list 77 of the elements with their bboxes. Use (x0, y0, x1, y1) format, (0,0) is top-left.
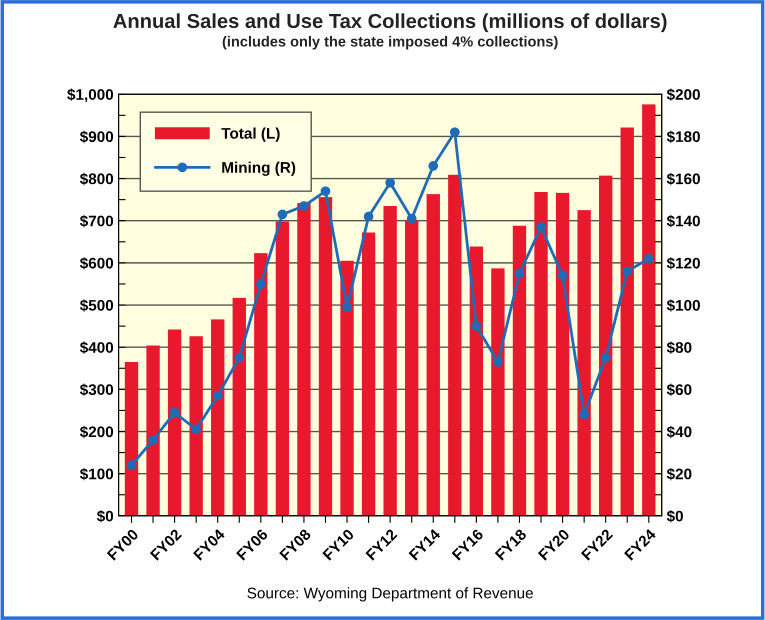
point (514, 268, 524, 278)
y2-tick-label: $180 (666, 130, 700, 144)
y-tick-label: $900 (80, 130, 114, 144)
y2-tick-label: $0 (666, 510, 683, 523)
point (600, 352, 611, 363)
bar (620, 128, 634, 516)
point (256, 279, 266, 289)
point (406, 214, 417, 224)
point (126, 460, 136, 470)
chart-subtitle: (includes only the state imposed 4% collections) (222, 36, 558, 50)
point (191, 424, 202, 434)
point (579, 410, 589, 420)
bar (405, 220, 418, 516)
point (644, 254, 654, 264)
bar (383, 206, 397, 516)
point (493, 357, 503, 367)
point (364, 212, 374, 222)
bar (297, 203, 311, 516)
bar (599, 176, 612, 516)
point (212, 390, 223, 401)
bar (168, 329, 182, 516)
y-tick-label: $700 (80, 214, 114, 228)
bar (232, 298, 246, 516)
bar (556, 192, 570, 516)
y2-tick-label: $60 (666, 384, 692, 396)
y-tick-label: $100 (80, 468, 114, 480)
bar (642, 104, 656, 516)
y-tick-label: $300 (80, 384, 114, 396)
bar (254, 253, 268, 516)
y2-tick-label: $20 (666, 468, 692, 480)
bar (470, 246, 484, 516)
point (622, 266, 632, 276)
y2-tick-label: $120 (666, 257, 700, 270)
y-tick-label: $800 (80, 172, 114, 186)
point (299, 201, 309, 211)
bar (124, 362, 138, 516)
y2-tick-label: $80 (666, 341, 692, 354)
point (450, 127, 460, 138)
point (342, 302, 352, 312)
point (278, 210, 288, 220)
source-note: Source: Wyoming Department of Revenue (247, 587, 533, 602)
bar (211, 319, 224, 516)
bar (491, 268, 505, 516)
point (234, 352, 244, 363)
legend-label: Mining (R) (222, 162, 296, 176)
y2-tick-label: $160 (666, 172, 700, 186)
point (320, 186, 330, 196)
point (170, 408, 180, 418)
y2-tick-label: $140 (666, 214, 700, 228)
point (558, 270, 568, 280)
bar (577, 210, 591, 516)
y-tick-label: $600 (80, 257, 114, 270)
bar (426, 194, 440, 516)
point (428, 161, 438, 171)
bar (512, 226, 526, 516)
point (148, 435, 158, 445)
bar (534, 192, 548, 516)
y2-tick-label: $40 (666, 426, 692, 438)
point (385, 178, 396, 188)
bar (318, 197, 332, 516)
bar (189, 336, 203, 516)
bar (448, 174, 462, 516)
y-tick-label: $200 (80, 426, 114, 438)
bar (276, 222, 290, 516)
y-tick-label: $1,000 (67, 88, 114, 102)
y2-tick-label: $100 (666, 299, 700, 312)
y-tick-label: $500 (80, 299, 114, 312)
legend-label: Total (L) (221, 128, 280, 142)
bar (362, 232, 376, 516)
bar (146, 346, 160, 516)
y-tick-label: $0 (96, 510, 114, 523)
point (472, 321, 482, 331)
y-tick-label: $400 (80, 341, 114, 354)
point (536, 222, 546, 232)
chart-title: Annual Sales and Use Tax Collections (millions of dollars) (113, 13, 667, 32)
y2-tick-label: $200 (666, 88, 700, 101)
bar (340, 260, 354, 516)
